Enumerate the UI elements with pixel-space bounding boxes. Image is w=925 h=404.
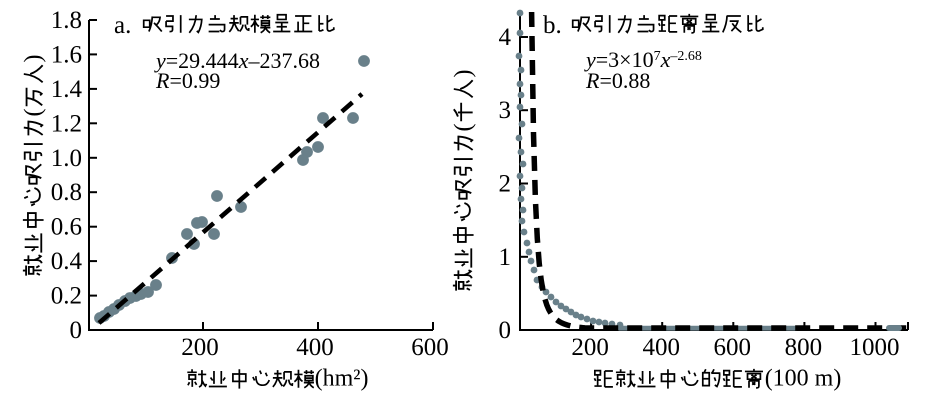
svg-text:a.: a. xyxy=(114,12,131,39)
svg-text:600: 600 xyxy=(714,334,752,361)
svg-text:1.2: 1.2 xyxy=(51,110,82,137)
svg-text:200: 200 xyxy=(181,334,219,361)
svg-text:1.4: 1.4 xyxy=(51,76,83,103)
svg-text:R=0.88: R=0.88 xyxy=(585,68,650,93)
svg-text:1.8: 1.8 xyxy=(51,7,82,34)
svg-text:y=29.444x–237.68: y=29.444x–237.68 xyxy=(154,48,320,73)
svg-text:1.0: 1.0 xyxy=(51,145,82,172)
svg-text:0.2: 0.2 xyxy=(51,283,82,310)
svg-text:1000: 1000 xyxy=(850,334,900,361)
svg-text:2: 2 xyxy=(499,171,512,198)
svg-text:(: ( xyxy=(20,109,46,117)
svg-text:200: 200 xyxy=(571,334,609,361)
svg-text:(hm²): (hm²) xyxy=(315,366,369,392)
svg-text:b.: b. xyxy=(543,12,562,39)
svg-text:400: 400 xyxy=(642,334,680,361)
svg-text:1.6: 1.6 xyxy=(51,41,82,68)
svg-text:0.4: 0.4 xyxy=(51,248,83,275)
svg-text:): ) xyxy=(20,55,46,63)
svg-text:0.6: 0.6 xyxy=(51,214,82,241)
svg-text:R=0.99: R=0.99 xyxy=(155,68,220,93)
svg-text:600: 600 xyxy=(411,334,449,361)
svg-text:1: 1 xyxy=(499,244,512,271)
svg-text:4: 4 xyxy=(499,24,512,51)
svg-text:3: 3 xyxy=(499,97,512,124)
svg-text:0: 0 xyxy=(70,317,83,344)
svg-text:(: ( xyxy=(450,124,476,132)
svg-text:800: 800 xyxy=(785,334,823,361)
svg-text:0.8: 0.8 xyxy=(51,179,82,206)
svg-text:(100 m): (100 m) xyxy=(765,366,842,392)
svg-text:0: 0 xyxy=(499,317,512,344)
svg-text:): ) xyxy=(450,70,476,78)
svg-text:400: 400 xyxy=(296,334,334,361)
